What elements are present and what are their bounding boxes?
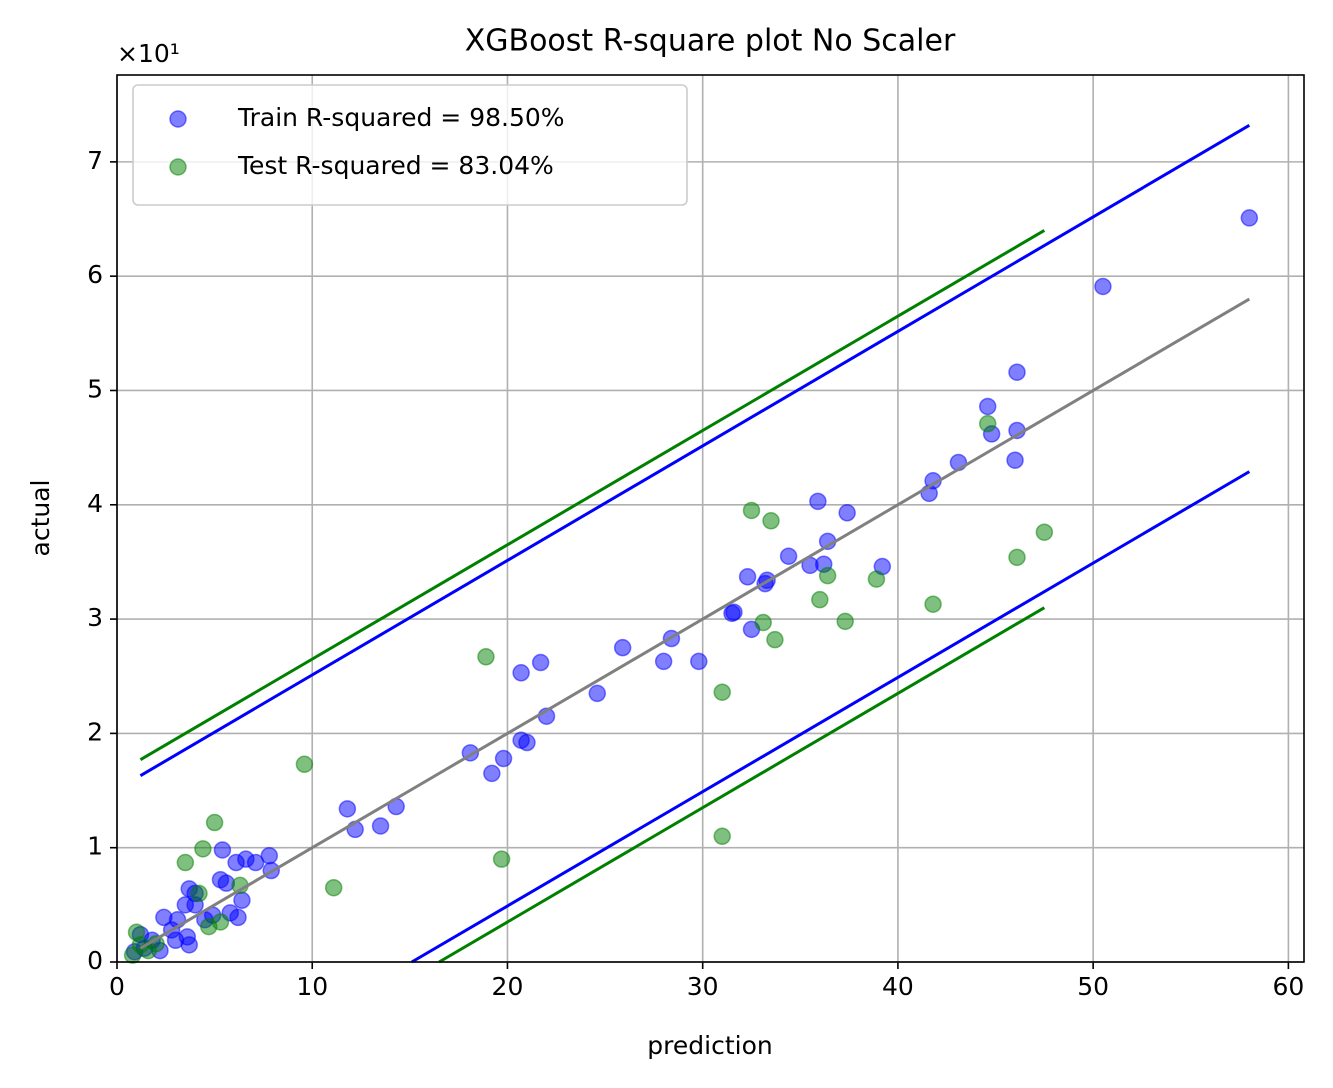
y-tick-label: 3 [87, 603, 103, 632]
legend-label: Test R-squared = 83.04% [237, 151, 554, 180]
fit-line [438, 606, 1046, 964]
point [978, 397, 997, 416]
point [762, 512, 780, 530]
y-tick-label: 5 [87, 374, 103, 403]
point [838, 504, 856, 522]
y-tick-label: 4 [87, 489, 103, 518]
point [227, 853, 245, 872]
point [588, 684, 607, 703]
x-tick-label: 40 [882, 972, 914, 1001]
y-axis-label: actual [26, 480, 55, 557]
point [978, 414, 997, 433]
point [176, 853, 195, 872]
x-tick-label: 20 [492, 972, 524, 1001]
point [477, 648, 495, 666]
point [818, 566, 837, 585]
point [518, 733, 536, 752]
fit-line [139, 229, 1046, 761]
point [371, 817, 390, 835]
point [811, 590, 829, 609]
point [200, 917, 218, 936]
x-tick-label: 30 [687, 972, 719, 1001]
point [690, 652, 708, 671]
fit-line [411, 470, 1251, 964]
legend-marker [169, 110, 187, 128]
point [233, 891, 251, 910]
point [713, 683, 731, 701]
x-tick-label: 0 [109, 972, 125, 1001]
x-tick-label: 10 [296, 972, 328, 1001]
point [1008, 363, 1026, 381]
point [166, 931, 185, 950]
point [1094, 277, 1112, 296]
point [190, 884, 208, 903]
point [779, 547, 798, 565]
fit-line [139, 124, 1251, 777]
point [924, 595, 942, 613]
y-offset-text: ×10¹ [117, 39, 180, 68]
x-tick-label: 60 [1272, 972, 1304, 1001]
point [494, 749, 513, 768]
y-tick-label: 6 [87, 260, 103, 289]
chart-title: XGBoost R-square plot No Scaler [465, 24, 956, 59]
point [742, 501, 761, 520]
y-tick-label: 7 [87, 146, 103, 175]
y-tick-label: 0 [87, 946, 103, 975]
legend-box [132, 84, 688, 206]
point [324, 878, 343, 897]
point [613, 638, 632, 657]
y-tick-label: 2 [87, 717, 103, 746]
point [867, 570, 886, 588]
point [1035, 523, 1054, 541]
point [836, 612, 854, 631]
point [483, 764, 501, 783]
x-axis-label: prediction [647, 1031, 772, 1060]
point [194, 840, 212, 858]
point [1006, 451, 1024, 469]
point [295, 755, 314, 774]
point [723, 604, 741, 623]
point [155, 908, 173, 927]
point [213, 841, 232, 859]
legend-label: Train R-squared = 98.50% [237, 103, 565, 132]
point [492, 850, 511, 868]
y-tick-label: 1 [87, 832, 103, 861]
point [1008, 548, 1026, 567]
point [205, 813, 224, 832]
point [713, 827, 731, 846]
legend: Train R-squared = 98.50% Test R-squared =… [132, 84, 688, 206]
point [1240, 209, 1259, 227]
fit-line [139, 297, 1251, 950]
x-tick-label: 50 [1077, 972, 1109, 1001]
point [754, 613, 772, 632]
legend-marker [169, 158, 187, 176]
point [766, 630, 784, 649]
point [512, 664, 530, 682]
point [809, 492, 827, 511]
axes-frame [116, 74, 1305, 963]
point [738, 568, 757, 586]
point [531, 653, 550, 672]
point [338, 800, 357, 818]
point [123, 946, 142, 964]
point [654, 652, 673, 671]
